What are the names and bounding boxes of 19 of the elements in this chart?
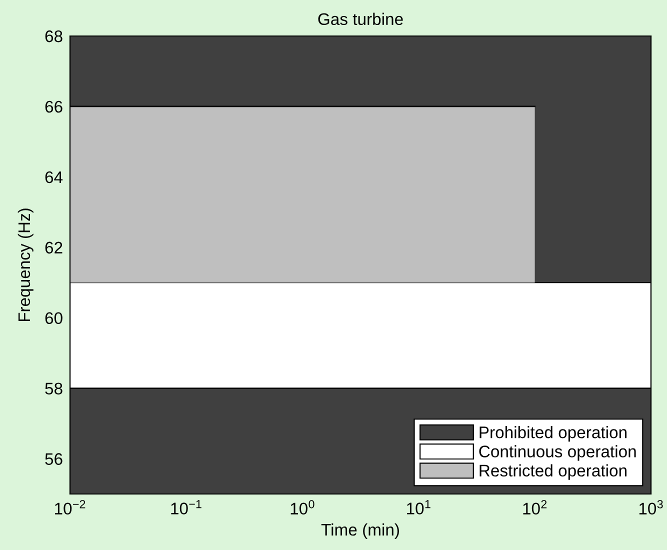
chart-title: Gas turbine: [318, 12, 403, 26]
y-axis-title: Frequency (Hz): [18, 208, 34, 322]
x-tick-label: 10$^{−2}$: [55, 500, 86, 515]
y-tick-label: 66: [45, 100, 62, 113]
y-tick-label: 62: [45, 242, 62, 254]
x-tick-label: 10$^{0}$: [290, 500, 314, 515]
legend-label: Continuous operation: [479, 445, 636, 461]
legend-label: Restricted operation: [480, 464, 626, 480]
x-tick-label: 10$^{3}$: [639, 500, 663, 515]
x-axis-title: Time (min): [321, 523, 399, 539]
x-tick-label: 10$^{−1}$: [171, 500, 202, 514]
y-tick-label: 58: [45, 382, 62, 395]
y-tick-label: 56: [45, 453, 62, 465]
x-tick-label: 10$^{2}$: [523, 500, 547, 515]
legend-label: Prohibited operation: [480, 426, 626, 442]
y-tick-label: 64: [45, 171, 63, 184]
y-tick-label: 68: [45, 30, 62, 42]
y-tick-label: 60: [45, 312, 62, 324]
x-tick-label: 10$^{1}$: [407, 500, 430, 514]
